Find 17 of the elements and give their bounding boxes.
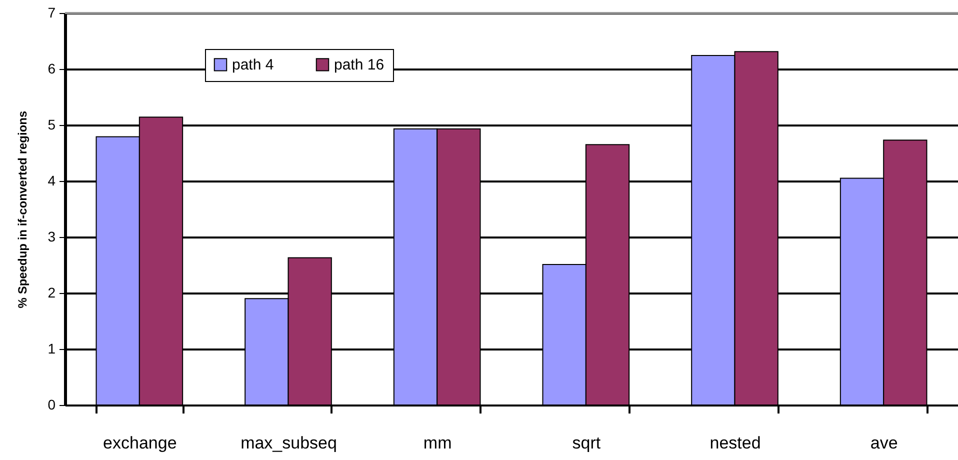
x-tick-label: exchange xyxy=(103,434,177,452)
y-tick-label: 5 xyxy=(48,116,56,132)
y-axis-title: % Speedup in if-converted regions xyxy=(16,110,30,308)
y-tick-label: 4 xyxy=(48,172,56,188)
x-tick-label: max_subseq xyxy=(240,434,337,452)
y-tick-label: 7 xyxy=(48,4,56,20)
y-tick-label: 1 xyxy=(48,340,56,356)
x-tick-label: sqrt xyxy=(572,434,601,452)
y-tick-label: 3 xyxy=(48,228,56,244)
y-tick-label: 2 xyxy=(48,284,56,300)
y-tick-label: 6 xyxy=(48,60,56,76)
legend-label: path 4 xyxy=(232,56,274,74)
y-tick-label: 0 xyxy=(48,396,56,412)
x-tick-label: mm xyxy=(423,434,452,452)
x-tick-label: nested xyxy=(710,434,761,452)
legend-label: path 16 xyxy=(334,56,384,74)
x-tick-label: ave xyxy=(870,434,898,452)
